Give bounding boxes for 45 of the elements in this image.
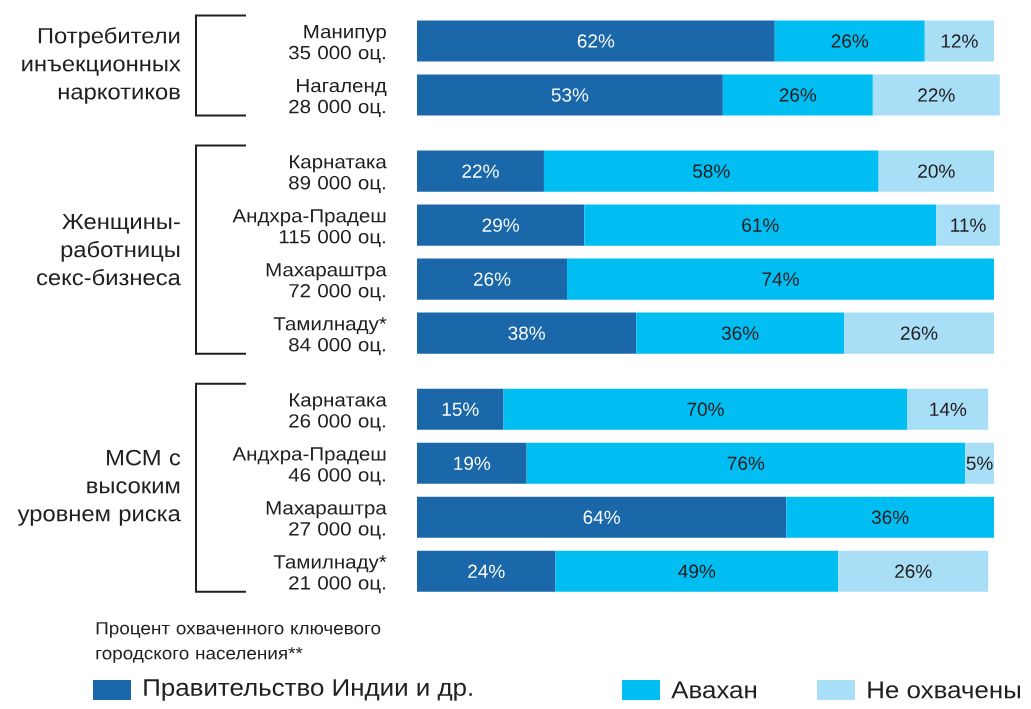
data-label: 26% bbox=[473, 272, 511, 286]
data-label: 36% bbox=[871, 510, 909, 525]
data-label: 26% bbox=[831, 34, 869, 48]
y-tick-label: Махараштра 27 000 оц. bbox=[266, 501, 387, 540]
data-label: 22% bbox=[462, 164, 499, 178]
data-label: 5% bbox=[966, 456, 993, 470]
data-label: 26% bbox=[895, 564, 932, 579]
y-tick-label: Нагаленд 28 000 оц. bbox=[289, 79, 387, 117]
data-label: 62% bbox=[577, 34, 615, 48]
data-label: 36% bbox=[721, 326, 759, 340]
data-label: 20% bbox=[918, 164, 955, 178]
data-label: 38% bbox=[508, 326, 545, 340]
data-label: 11% bbox=[951, 218, 986, 232]
y-tick-label: Манипур 35 000 оц. bbox=[288, 25, 386, 63]
y-tick-label: Карнатака 89 000 оц. bbox=[289, 155, 387, 194]
data-label: 61% bbox=[742, 218, 779, 232]
y-tick-label: Тамилнаду* 21 000 оц. bbox=[273, 555, 387, 594]
data-label: 19% bbox=[454, 456, 491, 471]
data-label: 26% bbox=[779, 88, 817, 102]
legend-label: Не охвачены bbox=[868, 681, 1020, 699]
y-tick-label: Тамилнаду* 84 000 оц. bbox=[273, 317, 387, 356]
text: Процент охваченного ключевого городского населения** bbox=[96, 622, 381, 663]
data-label: 53% bbox=[551, 88, 589, 102]
data-label: 58% bbox=[693, 164, 730, 178]
legend-label: Правительство Индии и др. bbox=[144, 679, 472, 701]
text: Женщины- работницы секс-бизнеса bbox=[37, 213, 181, 286]
data-label: 12% bbox=[941, 34, 978, 48]
data-label: 74% bbox=[762, 272, 799, 286]
data-label: 70% bbox=[687, 402, 724, 417]
text: МСМ с высоким уровнем риска bbox=[17, 449, 181, 526]
data-label: 64% bbox=[583, 510, 620, 525]
data-label: 15% bbox=[442, 402, 479, 416]
data-label: 24% bbox=[468, 564, 505, 578]
y-tick-label: Андхра-Прадеш 115 000 оц. bbox=[232, 209, 386, 248]
y-tick-label: Махараштра 72 000 оц. bbox=[266, 263, 387, 302]
data-label: 22% bbox=[918, 88, 955, 102]
data-label: 29% bbox=[482, 218, 519, 232]
legend-label: Авахан bbox=[671, 681, 756, 699]
text: Потребители инъекционных наркотиков bbox=[22, 27, 181, 104]
y-tick-label: Андхра-Прадеш 46 000 оц. bbox=[232, 447, 386, 486]
data-label: 26% bbox=[900, 326, 938, 340]
y-tick-label: Карнатака 26 000 оц. bbox=[289, 393, 387, 432]
data-label: 14% bbox=[930, 402, 967, 416]
data-label: 49% bbox=[678, 564, 716, 579]
data-label: 76% bbox=[727, 456, 765, 471]
